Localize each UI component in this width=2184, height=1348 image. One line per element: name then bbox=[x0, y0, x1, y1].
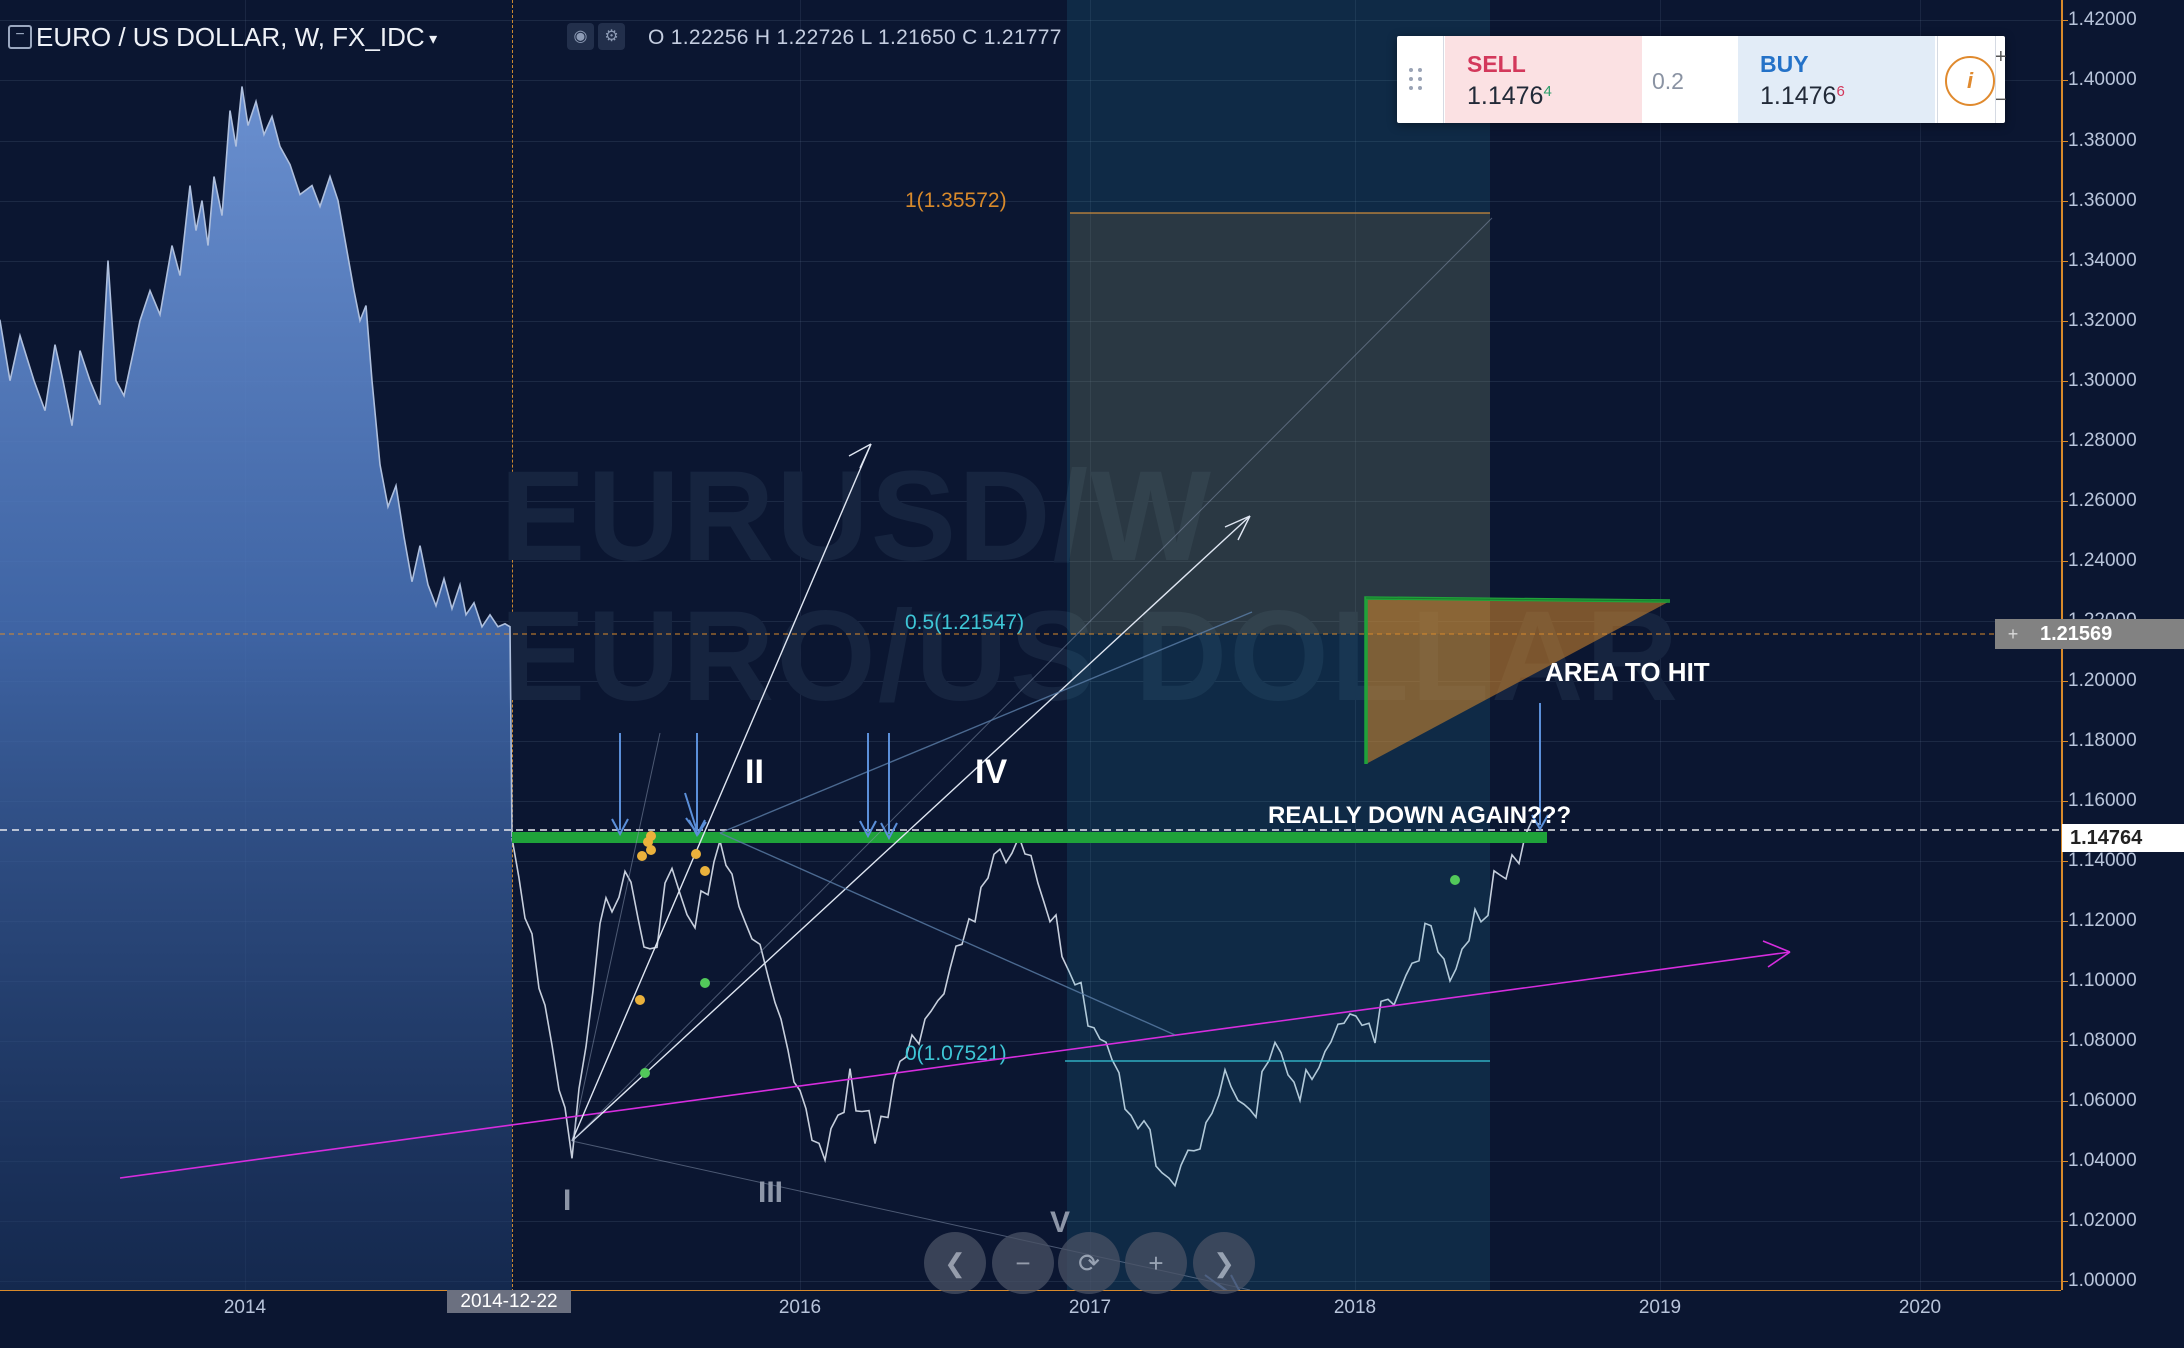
svg-text:IV: IV bbox=[975, 753, 1007, 791]
svg-text:REALLY DOWN AGAIN???: REALLY DOWN AGAIN??? bbox=[1268, 802, 1571, 829]
svg-text:III: III bbox=[758, 1176, 783, 1209]
svg-text:V: V bbox=[1050, 1206, 1070, 1239]
svg-text:AREA TO HIT: AREA TO HIT bbox=[1545, 657, 1710, 687]
svg-text:1(1.35572): 1(1.35572) bbox=[905, 189, 1007, 212]
svg-text:0(1.07521): 0(1.07521) bbox=[905, 1042, 1007, 1065]
svg-text:I: I bbox=[563, 1184, 571, 1217]
svg-text:0.5(1.21547): 0.5(1.21547) bbox=[905, 611, 1024, 634]
svg-text:II: II bbox=[745, 753, 764, 791]
